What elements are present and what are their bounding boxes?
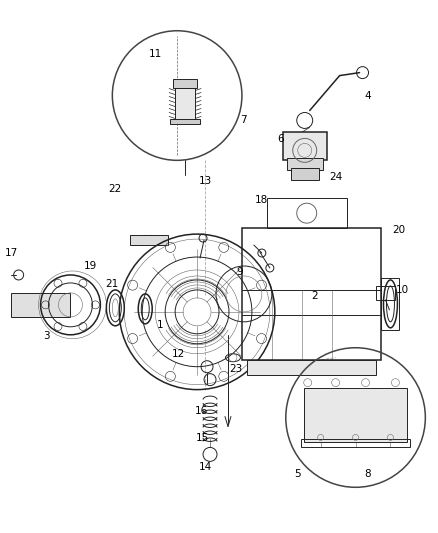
Text: 1: 1	[157, 320, 163, 330]
Text: 17: 17	[5, 248, 18, 258]
Bar	[173, 78, 197, 87]
Bar	[381, 278, 399, 330]
Text: 2: 2	[312, 290, 318, 301]
Bar	[283, 132, 327, 160]
Bar	[304, 387, 407, 442]
Text: 14: 14	[199, 462, 212, 472]
Bar	[242, 228, 381, 360]
Text: 21: 21	[106, 279, 119, 288]
Bar	[247, 360, 377, 375]
Text: 23: 23	[229, 364, 242, 374]
Text: 18: 18	[255, 195, 268, 205]
Bar	[291, 168, 319, 180]
Text: 12: 12	[172, 349, 185, 359]
Bar	[11, 293, 71, 317]
Text: 7: 7	[240, 115, 246, 125]
Text: 3: 3	[43, 330, 50, 341]
Text: 6: 6	[277, 134, 283, 144]
Bar	[267, 198, 346, 228]
Text: 15: 15	[196, 433, 209, 442]
Text: 10: 10	[396, 285, 409, 295]
Text: 9: 9	[237, 267, 243, 277]
Text: 4: 4	[364, 92, 371, 101]
Text: 5: 5	[294, 469, 301, 479]
Text: 19: 19	[84, 262, 97, 271]
Bar	[130, 235, 168, 245]
Text: 24: 24	[329, 172, 343, 182]
Text: 11: 11	[149, 49, 162, 59]
Text: 20: 20	[392, 225, 406, 236]
Bar	[375, 286, 396, 300]
Text: 8: 8	[364, 469, 371, 479]
Bar	[175, 87, 195, 123]
Bar	[287, 158, 323, 171]
Bar	[170, 119, 200, 124]
Bar	[301, 439, 410, 447]
Text: 13: 13	[198, 176, 212, 187]
Text: 22: 22	[109, 184, 122, 195]
Text: 16: 16	[194, 406, 208, 416]
